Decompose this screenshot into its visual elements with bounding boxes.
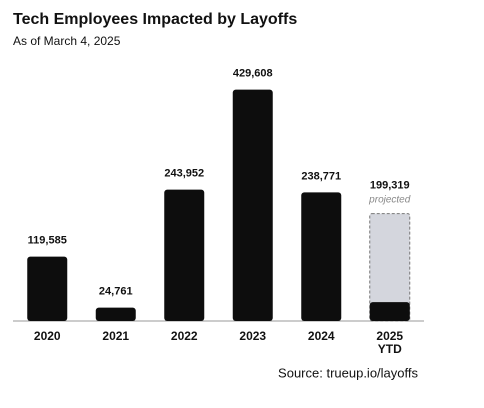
x-tick-label: 2023 (239, 329, 267, 343)
x-tick-label: 2024 (307, 329, 335, 343)
bar (369, 302, 410, 321)
chart-title: Tech Employees Impacted by Layoffs (13, 11, 297, 28)
value-label: 238,771 (301, 170, 341, 182)
value-label: 24,761 (99, 286, 133, 298)
projected-note: projected (368, 194, 411, 205)
value-label: 119,585 (28, 234, 67, 246)
x-tick-label: 2022 (170, 329, 198, 343)
source: Source: trueup.io/layoffs (278, 365, 418, 380)
x-tick-label: 2020 (33, 329, 61, 343)
x-tick-label: 2025 YTD (376, 329, 404, 356)
value-label: 199,319 (370, 180, 410, 192)
value-label: 429,608 (233, 68, 273, 80)
bar (164, 189, 205, 321)
bar (301, 192, 342, 321)
x-tick-label: 2021 (102, 329, 130, 343)
chart-subtitle: As of March 4, 2025 (13, 34, 121, 48)
bar (95, 307, 136, 321)
bar (27, 256, 68, 321)
value-label: 243,952 (164, 168, 204, 180)
bar (232, 89, 273, 322)
projected-bar (369, 213, 411, 322)
